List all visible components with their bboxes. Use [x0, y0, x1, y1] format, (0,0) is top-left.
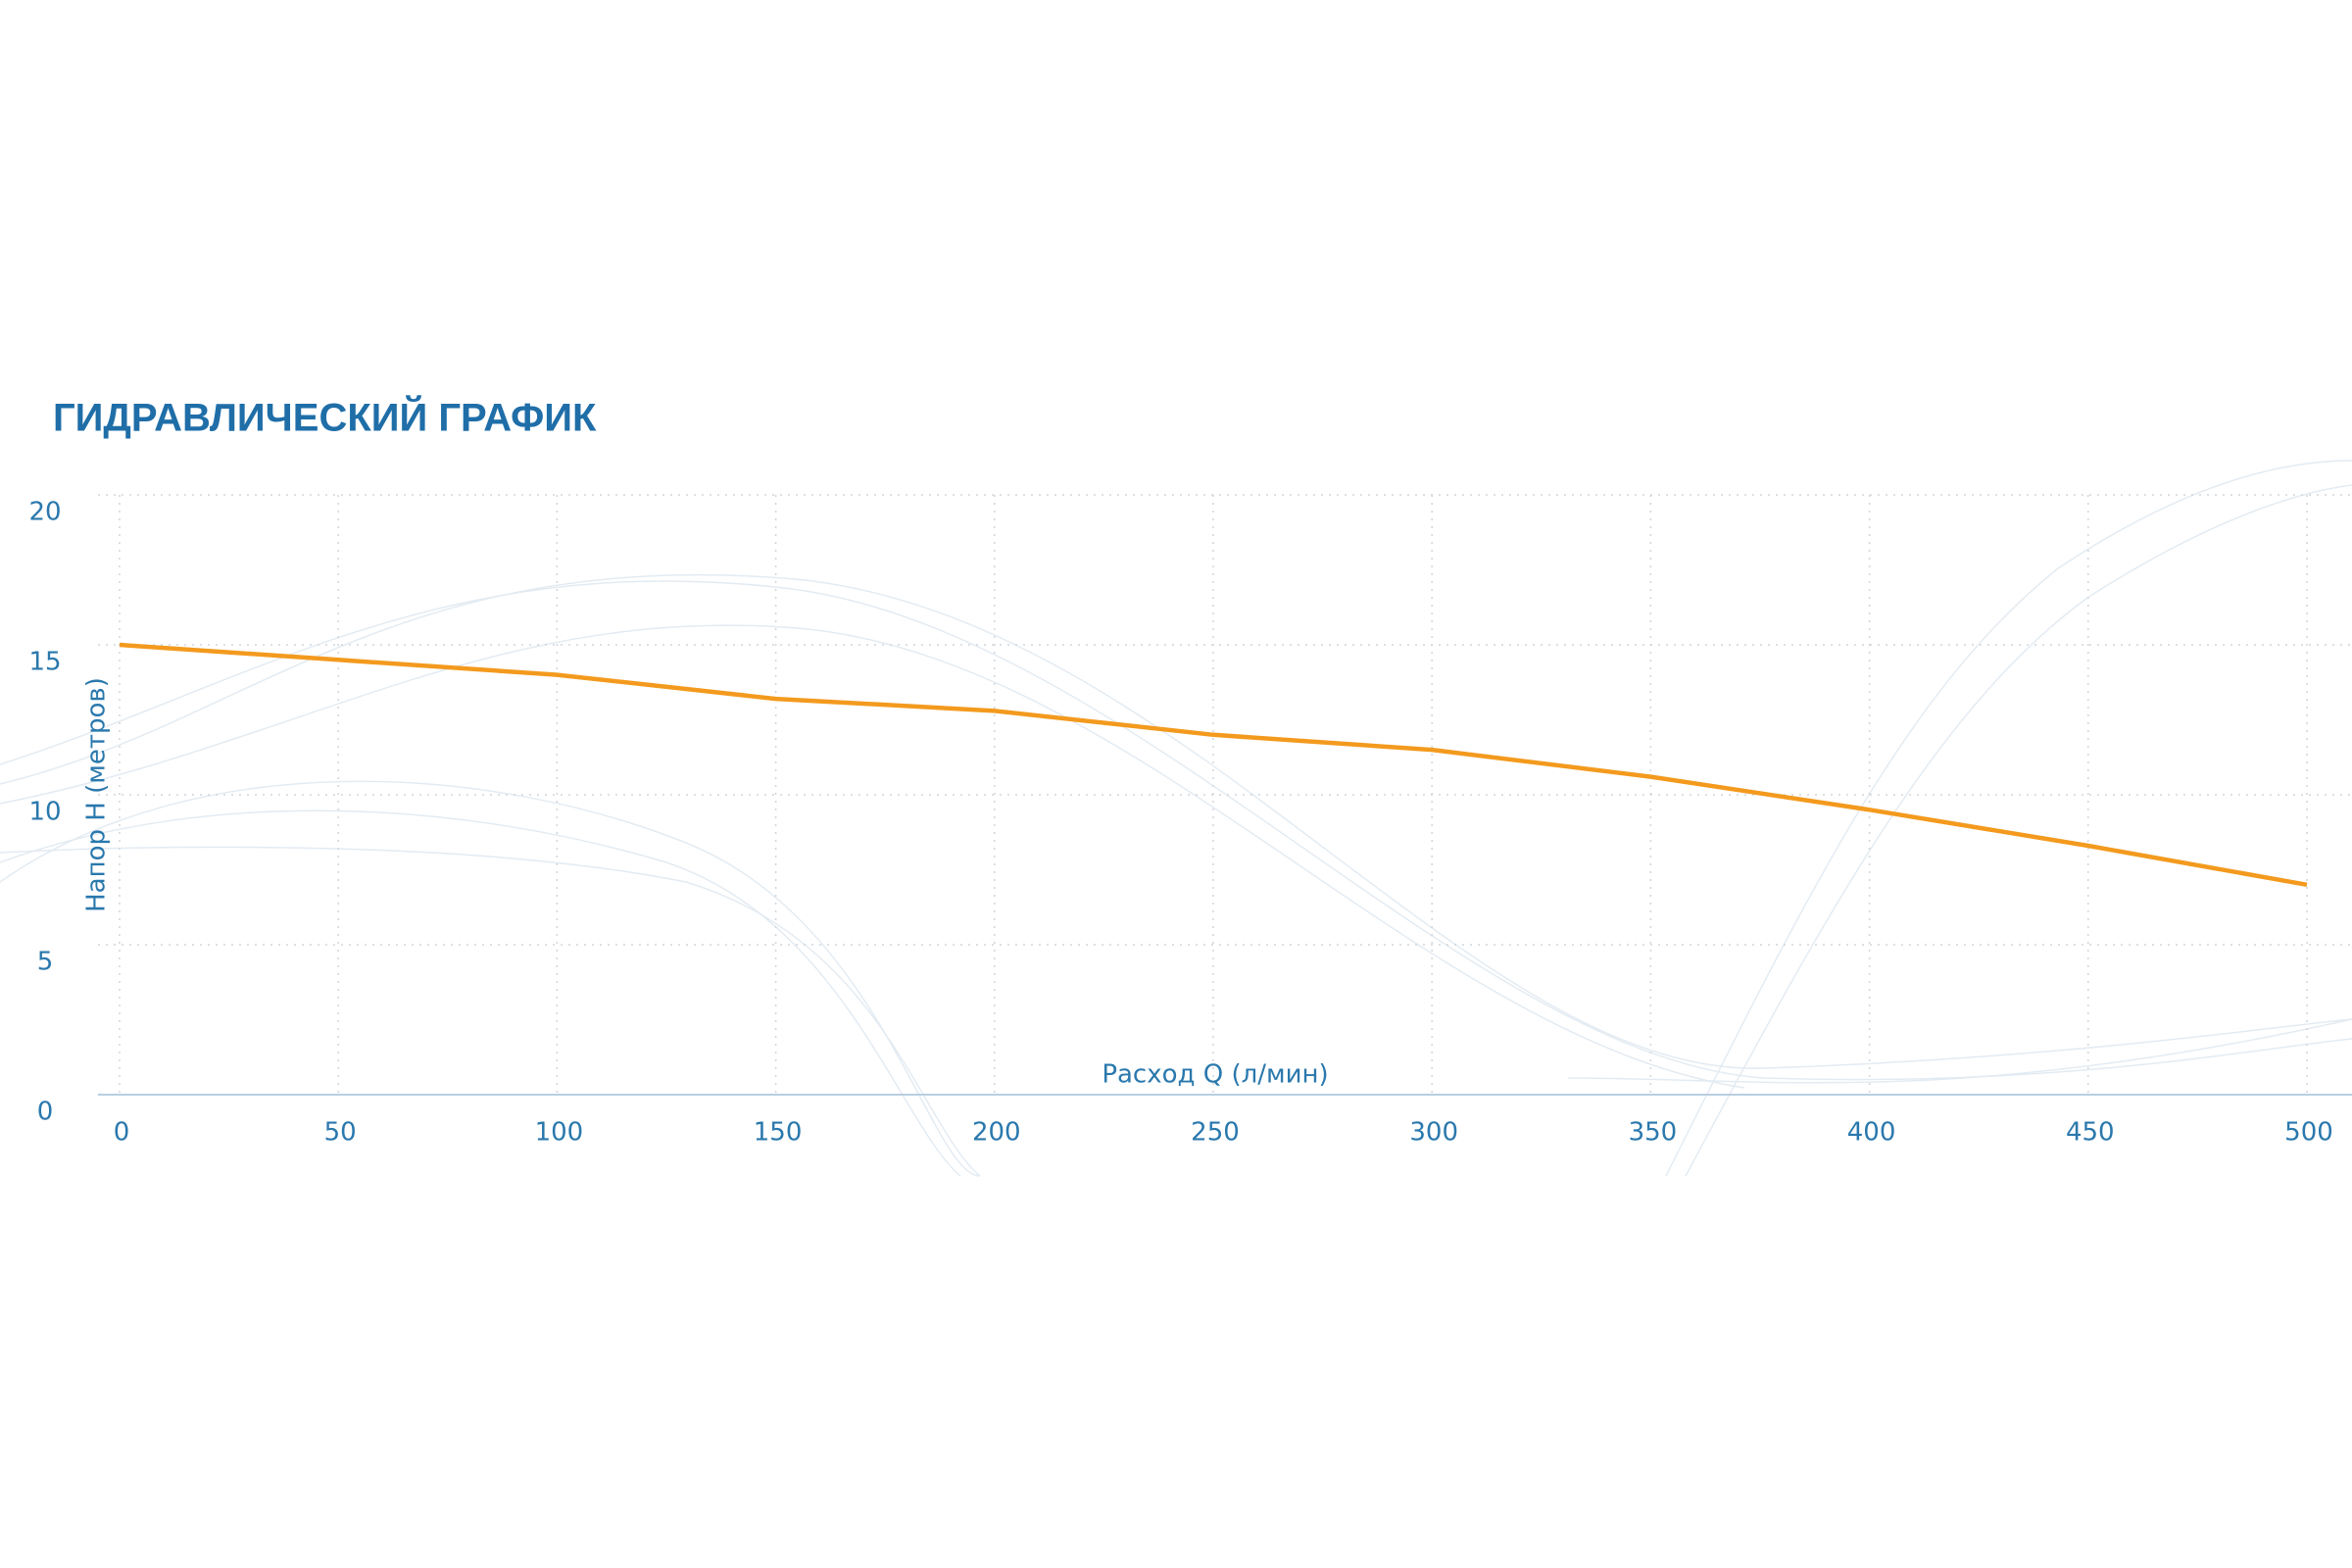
- x-tick-label: 300: [1409, 1118, 1458, 1148]
- y-tick-label: 15: [28, 648, 61, 677]
- x-tick-label: 100: [535, 1118, 584, 1148]
- y-tick-label: 20: [28, 498, 61, 527]
- x-axis-label: Расход Q (л/мин): [1102, 1060, 1328, 1090]
- x-tick-label: 150: [754, 1118, 803, 1148]
- y-tick-label: 5: [37, 948, 54, 977]
- x-tick-label: 450: [2066, 1118, 2115, 1148]
- x-tick-label: 250: [1191, 1118, 1240, 1148]
- x-tick-label: 400: [1847, 1118, 1896, 1148]
- x-tick-label: 50: [324, 1118, 357, 1148]
- x-tick-label: 500: [2284, 1118, 2333, 1148]
- y-tick-label: 10: [28, 798, 61, 827]
- data-line: [119, 642, 2308, 888]
- background-waves: [0, 460, 2352, 1177]
- y-tick-label: 0: [37, 1098, 54, 1127]
- x-tick-label: 0: [114, 1118, 130, 1148]
- x-tick-label: 200: [972, 1118, 1021, 1148]
- x-tick-label: 350: [1629, 1118, 1678, 1148]
- chart-title: ГИДРАВЛИЧЕСКИЙ ГРАФИК: [53, 395, 597, 440]
